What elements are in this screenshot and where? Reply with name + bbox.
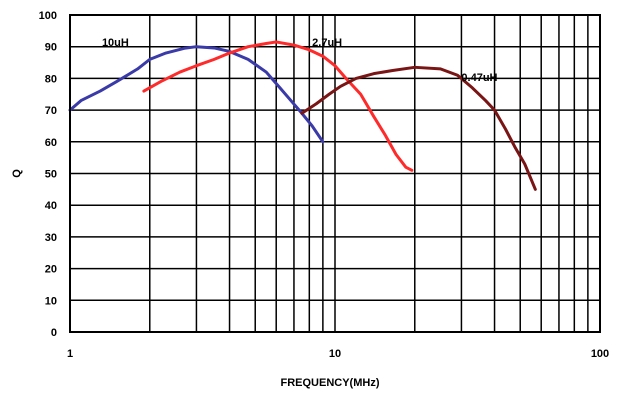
grid: [70, 15, 600, 332]
series-labels: 10uH 2.7uH 0.47uH: [102, 37, 498, 84]
y-tick-label: 20: [45, 264, 57, 276]
series-label-1: 2.7uH: [312, 37, 342, 49]
y-tick-label: 0: [51, 327, 57, 339]
x-tick-labels: 1 10 100: [67, 348, 609, 360]
x-tick-label: 1: [67, 348, 73, 360]
series-line-1: [142, 40, 414, 172]
y-tick-label: 60: [45, 137, 57, 149]
plot-frame: [69, 14, 601, 333]
y-tick-labels: 0 10 20 30 40 50 60 70 80 90 100: [39, 10, 57, 339]
y-tick-label: 10: [45, 295, 57, 307]
y-tick-label: 100: [39, 10, 57, 22]
x-tick-label: 10: [329, 348, 341, 360]
series-line-2: [300, 65, 537, 191]
y-tick-label: 80: [45, 73, 57, 85]
series-label-2: 0.47uH: [461, 72, 497, 84]
x-tick-label: 100: [591, 348, 609, 360]
y-tick-label: 70: [45, 105, 57, 117]
y-tick-label: 90: [45, 42, 57, 54]
y-tick-label: 40: [45, 200, 57, 212]
series-line-0: [68, 45, 325, 144]
y-tick-label: 50: [45, 169, 57, 181]
x-axis-title: FREQUENCY(MHz): [281, 377, 380, 389]
plot-border: [69, 14, 601, 333]
series-lines: [68, 40, 537, 191]
series-label-0: 10uH: [102, 37, 129, 49]
y-axis-title: Q: [11, 169, 23, 178]
y-tick-label: 30: [45, 232, 57, 244]
